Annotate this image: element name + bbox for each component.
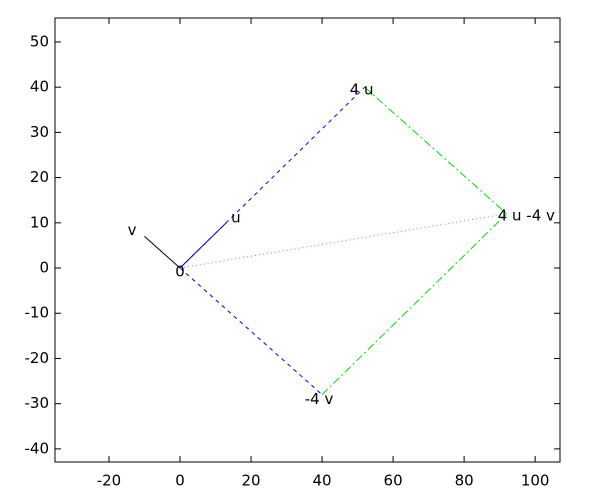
segment bbox=[364, 86, 508, 215]
plot-frame bbox=[54, 17, 561, 463]
y-tick-label: -30 bbox=[25, 394, 50, 412]
x-tick-label: 0 bbox=[175, 472, 185, 490]
y-tick-label: 10 bbox=[30, 213, 49, 231]
segment bbox=[179, 213, 507, 269]
x-tick-label: 20 bbox=[241, 472, 260, 490]
segment bbox=[179, 267, 323, 396]
y-tick-label: -10 bbox=[25, 304, 50, 322]
point-label: -4 v bbox=[305, 390, 334, 408]
x-tick-label: 40 bbox=[313, 472, 332, 490]
y-tick-label: -20 bbox=[25, 349, 50, 367]
y-tick-label: 30 bbox=[30, 123, 49, 141]
x-tick-label: 60 bbox=[384, 472, 403, 490]
y-tick-label: 0 bbox=[39, 259, 49, 277]
point-label: u bbox=[231, 208, 241, 226]
segment bbox=[179, 86, 366, 269]
point-label: 0 bbox=[175, 263, 185, 281]
point-label: v bbox=[128, 221, 137, 239]
segment bbox=[144, 236, 181, 269]
y-tick-label: 20 bbox=[30, 168, 49, 186]
y-tick-label: -40 bbox=[25, 439, 50, 457]
point-label: 4 u -4 v bbox=[498, 206, 555, 224]
point-label: 4 u bbox=[350, 81, 374, 99]
x-tick-label: 100 bbox=[521, 472, 550, 490]
y-tick-label: 50 bbox=[30, 32, 49, 50]
segment bbox=[321, 213, 508, 395]
x-tick-label: -20 bbox=[97, 472, 122, 490]
y-tick-label: 40 bbox=[30, 78, 49, 96]
x-tick-label: 80 bbox=[455, 472, 474, 490]
